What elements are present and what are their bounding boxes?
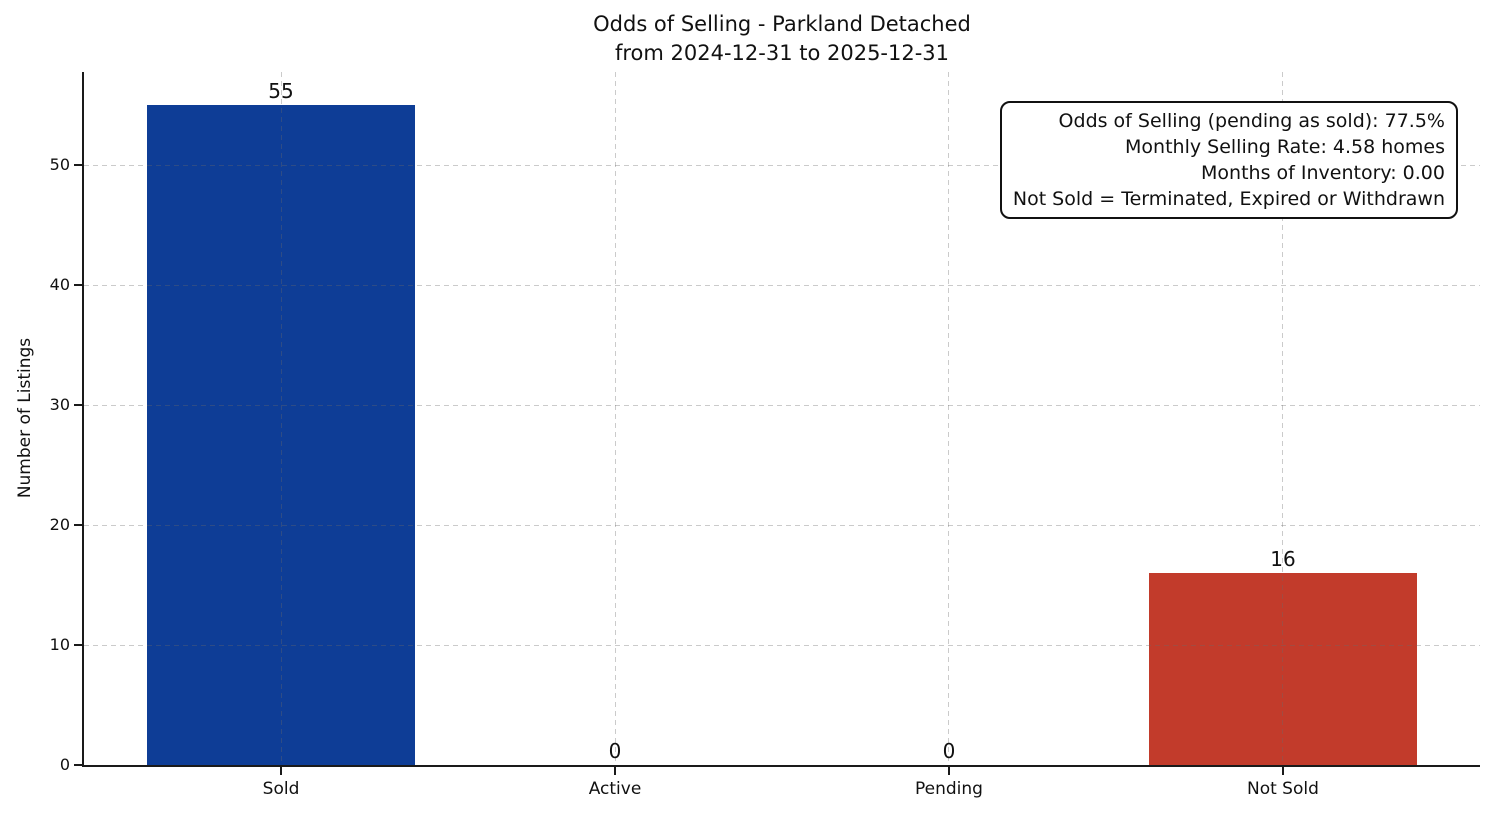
x-tick-label-not-sold: Not Sold bbox=[1247, 779, 1319, 799]
stats-line-odds: Odds of Selling (pending as sold): 77.5% bbox=[1058, 110, 1445, 132]
gridline-h-20 bbox=[84, 524, 1480, 526]
y-tick-label-50: 50 bbox=[49, 155, 70, 174]
bar-value-label-pending: 0 bbox=[942, 739, 956, 763]
bar-value-label-active: 0 bbox=[608, 739, 622, 763]
y-tick-label-40: 40 bbox=[49, 275, 70, 294]
y-tick-mark-20 bbox=[74, 524, 82, 526]
stats-line-inventory: Months of Inventory: 0.00 bbox=[1201, 162, 1445, 184]
x-tick-label-sold: Sold bbox=[262, 779, 300, 799]
y-tick-label-0: 0 bbox=[59, 755, 70, 774]
bar-value-label-sold: 55 bbox=[268, 79, 294, 103]
y-axis-spine bbox=[82, 72, 84, 767]
gridline-h-40 bbox=[84, 284, 1480, 286]
bar-not-sold bbox=[1149, 573, 1417, 765]
chart-title: Odds of Selling - Parkland Detached from… bbox=[84, 10, 1480, 68]
gridline-h-50 bbox=[84, 164, 1480, 166]
gridline-v-pending bbox=[948, 72, 950, 765]
bar-value-label-not-sold: 16 bbox=[1270, 547, 1296, 571]
plot-area: 0 10 20 30 40 50 55 Sold 0 Active 0 Pending 16 Not So… bbox=[50, 72, 1480, 799]
stats-annotation-box: Odds of Selling (pending as sold): 77.5%… bbox=[999, 101, 1458, 219]
x-tick-mark-sold bbox=[280, 767, 283, 775]
x-tick-mark-active bbox=[614, 767, 616, 775]
x-tick-mark-pending bbox=[947, 767, 950, 775]
y-axis-title: Number of Listings bbox=[15, 337, 35, 499]
y-tick-label-30: 30 bbox=[49, 395, 70, 414]
gridline-h-10 bbox=[84, 644, 1480, 646]
chart-title-line1: Odds of Selling - Parkland Detached bbox=[593, 12, 971, 36]
gridline-v-active bbox=[614, 72, 616, 765]
bar-sold bbox=[147, 105, 415, 765]
gridline-h-30 bbox=[84, 404, 1480, 406]
stats-line-monthly-rate: Monthly Selling Rate: 4.58 homes bbox=[1125, 136, 1445, 158]
y-tick-label-10: 10 bbox=[49, 635, 70, 654]
x-tick-mark-not-sold bbox=[1281, 767, 1284, 775]
gridline-v-sold bbox=[280, 72, 282, 765]
x-axis-spine bbox=[82, 765, 1480, 767]
chart-title-line2: from 2024-12-31 to 2025-12-31 bbox=[614, 41, 950, 65]
y-tick-mark-30 bbox=[74, 404, 82, 406]
gridline-v-not-sold bbox=[1282, 72, 1284, 765]
y-tick-label-20: 20 bbox=[49, 515, 70, 534]
y-tick-mark-0 bbox=[74, 764, 82, 766]
x-tick-label-pending: Pending bbox=[915, 779, 983, 799]
stats-line-not-sold-note: Not Sold = Terminated, Expired or Withdr… bbox=[1012, 188, 1445, 210]
y-tick-mark-10 bbox=[74, 644, 82, 646]
x-tick-label-active: Active bbox=[588, 779, 642, 799]
y-tick-mark-50 bbox=[74, 164, 82, 166]
y-tick-mark-40 bbox=[74, 284, 82, 286]
